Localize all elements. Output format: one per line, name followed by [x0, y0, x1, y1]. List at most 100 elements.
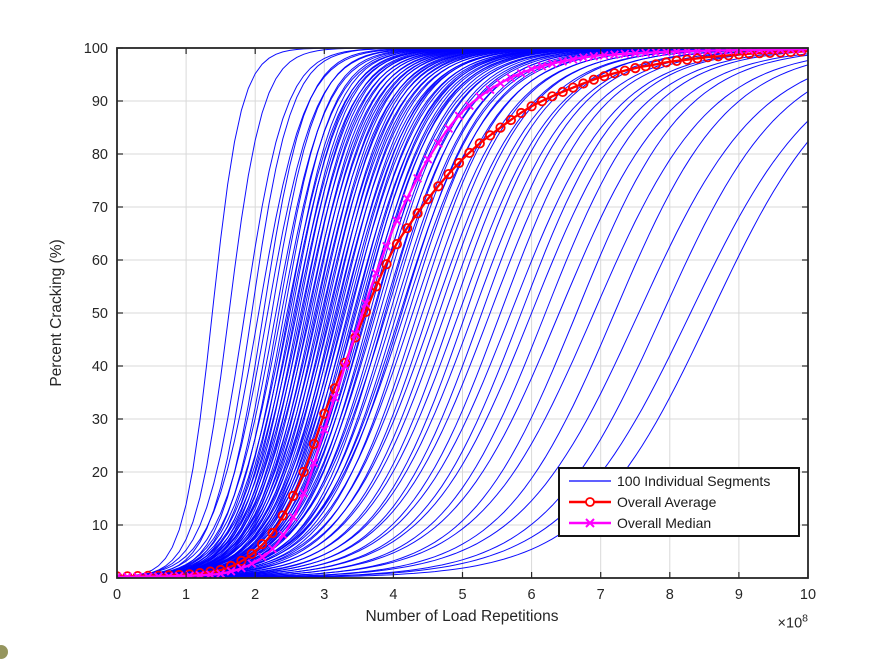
magenta-x-line-sample-icon — [569, 518, 611, 528]
average-marker — [422, 194, 433, 205]
median-marker — [423, 154, 433, 164]
average-marker — [288, 490, 299, 501]
x-axis-label: Number of Load Repetitions — [365, 608, 559, 625]
average-marker — [474, 138, 485, 149]
y-tick-label: 100 — [84, 41, 108, 57]
median-marker — [216, 569, 226, 578]
median-marker — [527, 64, 537, 74]
average-marker — [609, 68, 620, 79]
x-tick-label: 0 — [113, 587, 121, 603]
x-tick-label: 2 — [251, 587, 259, 603]
x-tick-label: 10 — [800, 587, 816, 603]
average-marker — [588, 74, 599, 85]
y-tick-label: 60 — [92, 253, 108, 269]
median-marker — [122, 572, 132, 578]
average-marker — [692, 53, 703, 64]
average-marker — [536, 96, 548, 107]
y-tick-label: 30 — [92, 412, 108, 428]
x-tick-label: 9 — [735, 587, 743, 603]
median-marker — [568, 54, 578, 64]
median-marker — [350, 329, 360, 339]
average-marker — [599, 71, 610, 82]
segment-curve — [117, 48, 808, 578]
y-tick-label: 20 — [92, 465, 108, 481]
average-marker — [412, 208, 423, 219]
median-marker — [143, 572, 153, 578]
median-marker — [796, 48, 806, 54]
average-marker — [516, 107, 527, 119]
blue-line-sample-icon — [569, 480, 611, 482]
average-marker — [184, 569, 195, 578]
y-tick-label: 90 — [92, 94, 108, 110]
median-marker — [185, 571, 195, 578]
average-marker — [578, 78, 589, 89]
median-curve — [117, 48, 808, 578]
axes-box — [116, 47, 809, 579]
legend-label: Overall Median — [617, 515, 712, 531]
median-marker — [578, 53, 588, 63]
median-marker — [661, 48, 671, 57]
segment-curve — [117, 48, 808, 578]
legend-label: Overall Average — [617, 494, 717, 510]
median-marker — [713, 48, 723, 55]
average-marker — [661, 57, 672, 68]
median-marker — [268, 544, 277, 554]
median-marker — [226, 566, 236, 576]
median-marker — [610, 50, 619, 60]
average-marker — [453, 157, 465, 169]
median-marker — [786, 48, 796, 54]
median-marker — [153, 572, 163, 578]
average-marker — [464, 147, 475, 158]
median-marker — [330, 393, 340, 403]
average-marker — [267, 527, 278, 539]
median-marker — [620, 49, 630, 59]
x-axis-exponent-label: ×108 — [778, 613, 808, 632]
median-marker — [288, 512, 298, 522]
median-marker — [765, 48, 775, 55]
average-marker — [381, 259, 392, 270]
segment-curve — [117, 49, 808, 578]
average-curve — [117, 48, 808, 578]
average-marker — [713, 51, 724, 62]
median-marker — [775, 48, 785, 54]
corner-artifact-icon — [0, 645, 8, 659]
median-line — [117, 48, 808, 578]
median-marker — [361, 298, 371, 308]
median-marker — [537, 61, 547, 71]
median-marker — [475, 92, 485, 102]
red-circle-line-sample-icon — [569, 497, 611, 507]
average-marker — [256, 538, 268, 550]
median-marker — [444, 124, 454, 134]
y-tick-label: 70 — [92, 200, 108, 216]
y-tick-label: 80 — [92, 147, 108, 163]
x-tick-label: 4 — [389, 587, 397, 603]
median-marker — [724, 48, 734, 55]
average-marker — [619, 65, 631, 76]
median-marker — [117, 572, 122, 578]
y-tick-label: 40 — [92, 359, 108, 375]
median-marker — [413, 173, 423, 183]
median-marker — [319, 425, 329, 435]
median-marker — [164, 571, 174, 578]
average-marker — [298, 466, 309, 478]
average-marker — [681, 54, 693, 65]
x-tick-label: 5 — [458, 587, 466, 603]
average-marker — [402, 223, 413, 234]
exponent-value: 8 — [802, 612, 808, 625]
average-marker — [557, 86, 568, 98]
average-marker — [236, 555, 247, 566]
average-marker — [650, 59, 662, 70]
median-marker — [371, 268, 381, 278]
y-tick-labels: 0 10 20 30 40 50 60 70 80 90 100 — [84, 41, 108, 587]
segment-curve — [117, 48, 808, 578]
median-marker — [630, 48, 640, 58]
average-marker — [505, 114, 516, 126]
median-marker — [257, 552, 267, 562]
exponent-prefix: ×10 — [777, 615, 803, 632]
median-marker — [402, 194, 412, 203]
median-marker — [558, 56, 568, 66]
segment-curve — [117, 48, 808, 578]
median-marker — [133, 572, 143, 578]
